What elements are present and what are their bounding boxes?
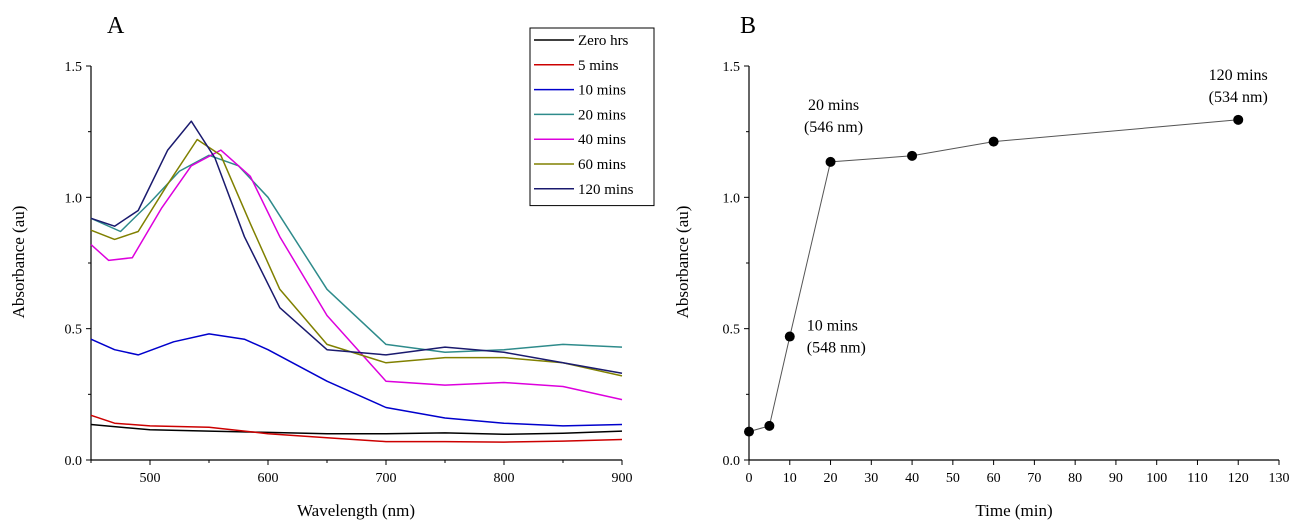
series-line-6	[90, 138, 623, 377]
panel-a-y-tick-label: 1.5	[65, 60, 83, 75]
legend-entry-label: 120 mins	[578, 182, 634, 198]
legend-entry-label: 20 mins	[578, 107, 626, 123]
legend-entry-label: Zero hrs	[578, 33, 629, 49]
panel-b-y-axis-title: Absorbance (au)	[673, 206, 692, 319]
panel-a-series-group	[90, 120, 623, 443]
panel-a-x-tick-label: 900	[612, 471, 633, 486]
data-point	[907, 150, 918, 161]
panel-a-y-tick-label: 1.0	[65, 191, 83, 206]
panel-b-x-tick-label: 50	[946, 471, 960, 486]
time-series-line	[748, 119, 1239, 433]
data-point	[988, 136, 999, 147]
panel-a-x-tick-label: 700	[376, 471, 397, 486]
data-point	[744, 426, 754, 437]
series-line-5	[90, 149, 623, 401]
panel-b-label: B	[740, 13, 756, 39]
series-line-2	[90, 414, 623, 443]
panel-a-y-tick-label: 0.5	[65, 323, 83, 338]
panel-b-x-tick-label: 80	[1068, 471, 1082, 486]
panel-a-x-axis-title: Wavelength (nm)	[297, 501, 415, 520]
annotation-1: 10 mins (548 nm)	[807, 318, 866, 357]
data-point	[1233, 114, 1244, 125]
legend-entry-label: 10 mins	[578, 83, 626, 99]
panel-b-x-axis-title: Time (min)	[975, 501, 1052, 520]
panel-b-y-tick-label: 0.5	[723, 323, 741, 338]
legend-entry-label: 60 mins	[578, 157, 626, 173]
panel-a-y-tick-label: 0.0	[65, 454, 83, 469]
panel-b-x-tick-label: 90	[1109, 471, 1123, 486]
annotation-3: 120 mins (534 nm)	[1209, 67, 1268, 106]
data-point	[825, 156, 836, 167]
data-point	[784, 331, 795, 342]
panel-b-time-chart: B 0 10 20 30 40 50 60 70 80 90 100 110 120 130 0.0 0.5 1…	[673, 13, 1290, 520]
panel-a-x-tick-label: 600	[258, 471, 279, 486]
panel-b-x-tick-label: 40	[905, 471, 919, 486]
series-line-4	[90, 154, 623, 354]
panel-b-y-tick-label: 1.5	[723, 60, 741, 75]
panel-b-x-tick-label: 70	[1027, 471, 1041, 486]
legend-entry-label: 5 mins	[578, 58, 619, 74]
panel-b-x-tick-label: 60	[987, 471, 1001, 486]
panel-b-x-tick-label: 120	[1228, 471, 1249, 486]
panel-b-x-tick-label: 130	[1269, 471, 1290, 486]
panel-b-x-tick-label: 30	[864, 471, 878, 486]
legend-box	[529, 27, 655, 207]
panel-a-y-axis-title: Absorbance (au)	[9, 206, 28, 319]
panel-b-y-tick-label: 0.0	[723, 454, 741, 469]
panel-b-x-tick-label: 100	[1146, 471, 1167, 486]
series-line-1	[90, 423, 623, 436]
data-point	[764, 420, 775, 431]
panel-b-y-tick-label: 1.0	[723, 191, 741, 206]
panel-a-label: A	[107, 13, 125, 39]
panel-a-x-tick-label: 800	[494, 471, 515, 486]
panel-b-x-tick-label: 110	[1187, 471, 1207, 486]
series-line-3	[90, 333, 623, 427]
panel-b-x-tick-label: 10	[783, 471, 797, 486]
panel-a-spectra-chart: A 500 600 700 800 900 0.0 0.5 1.0 1.5 Zero hrs 5 …	[9, 13, 655, 520]
series-line-7	[90, 120, 623, 375]
panel-b-x-tick-label: 20	[824, 471, 838, 486]
panel-a-legend: Zero hrs 5 mins 10 mins 20 mins 40 mins 60 mi…	[529, 27, 655, 207]
panel-a-x-tick-label: 500	[140, 471, 161, 486]
annotation-2: 20 mins (546 nm)	[804, 97, 863, 136]
panel-b-annotations: 10 mins (548 nm) 20 mins (546 nm) 120 mins (5…	[804, 67, 1268, 357]
panel-b-x-tick-label: 0	[746, 471, 753, 486]
legend-entry-label: 40 mins	[578, 132, 626, 148]
panel-b-series-group	[744, 114, 1244, 437]
